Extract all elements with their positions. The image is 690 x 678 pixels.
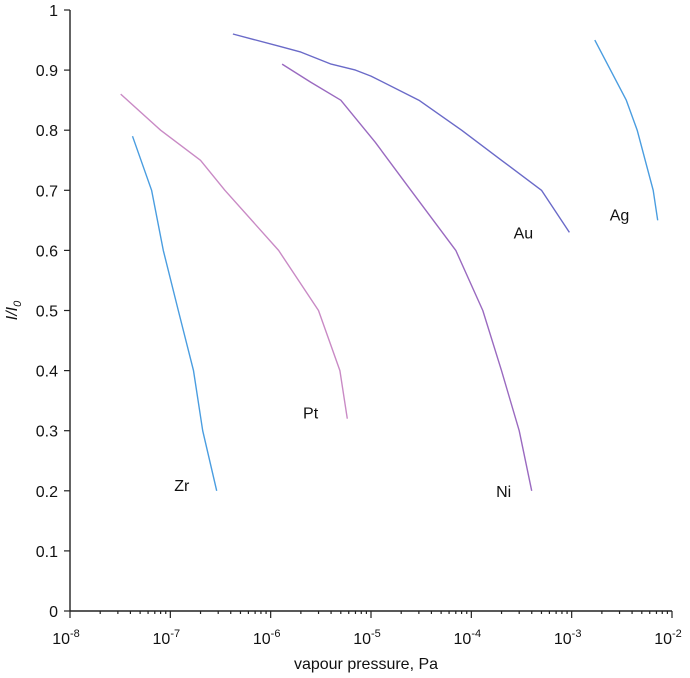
y-tick-label: 0.3 — [36, 424, 58, 441]
x-tick-exponent: -7 — [170, 628, 180, 640]
y-axis-title-main: I/I — [4, 306, 21, 320]
x-tick-base: 10 — [153, 631, 171, 648]
x-tick-base: 10 — [554, 631, 572, 648]
x-tick-label: 10-8 — [52, 628, 80, 648]
x-tick-base: 10 — [454, 631, 472, 648]
y-tick-label: 0.8 — [36, 123, 58, 140]
x-tick-label: 10-2 — [654, 628, 682, 648]
y-tick-label: 0.6 — [36, 243, 58, 260]
series-line-pt — [120, 93, 348, 419]
y-tick-label: 0 — [49, 604, 58, 621]
x-tick-label: 10-7 — [153, 628, 181, 648]
x-tick-exponent: -5 — [371, 628, 381, 640]
x-tick-exponent: -2 — [672, 628, 682, 640]
series-line-zr — [131, 135, 218, 491]
x-tick-label: 10-6 — [253, 628, 281, 648]
y-tick-label: 1 — [49, 3, 58, 20]
y-tick-label: 0.9 — [36, 63, 58, 80]
x-tick-base: 10 — [52, 631, 70, 648]
series-line-ni — [281, 63, 533, 491]
x-tick-base: 10 — [654, 631, 672, 648]
series-line-au — [232, 33, 570, 233]
series-label-ag: Ag — [610, 207, 630, 224]
y-tick-label: 0.5 — [36, 304, 58, 321]
x-tick-base: 10 — [253, 631, 271, 648]
series-label-ni: Ni — [496, 484, 511, 501]
x-tick-base: 10 — [353, 631, 371, 648]
x-tick-label: 10-3 — [554, 628, 582, 648]
y-tick-label: 0.7 — [36, 183, 58, 200]
y-axis-title-sub: 0 — [12, 300, 24, 307]
x-axis-title: vapour pressure, Pa — [294, 656, 438, 673]
x-tick-exponent: -8 — [70, 628, 80, 640]
series-label-pt: Pt — [303, 406, 319, 423]
series-label-au: Au — [514, 225, 534, 242]
series-line-ag — [594, 39, 659, 221]
x-tick-label: 10-4 — [454, 628, 482, 648]
x-tick-exponent: -6 — [271, 628, 281, 640]
axes — [69, 10, 672, 612]
series-labels: Zr Pt Au Ni Ag — [174, 207, 629, 500]
x-tick-exponent: -3 — [572, 628, 582, 640]
y-axis-title: I/I0 — [4, 300, 24, 320]
x-tick-exponent: -4 — [471, 628, 481, 640]
x-ticks: 10-8 10-7 10-6 10-5 10-4 10-3 10-2 — [52, 611, 682, 648]
series-group — [120, 33, 659, 491]
y-tick-label: 0.1 — [36, 544, 58, 561]
series-label-zr: Zr — [174, 478, 190, 495]
y-ticks: 0 0.1 0.2 0.3 0.4 0.5 0.6 0.7 0.8 0.9 1 — [36, 3, 70, 621]
x-tick-label: 10-5 — [353, 628, 381, 648]
y-tick-label: 0.2 — [36, 484, 58, 501]
y-tick-label: 0.4 — [36, 364, 58, 381]
